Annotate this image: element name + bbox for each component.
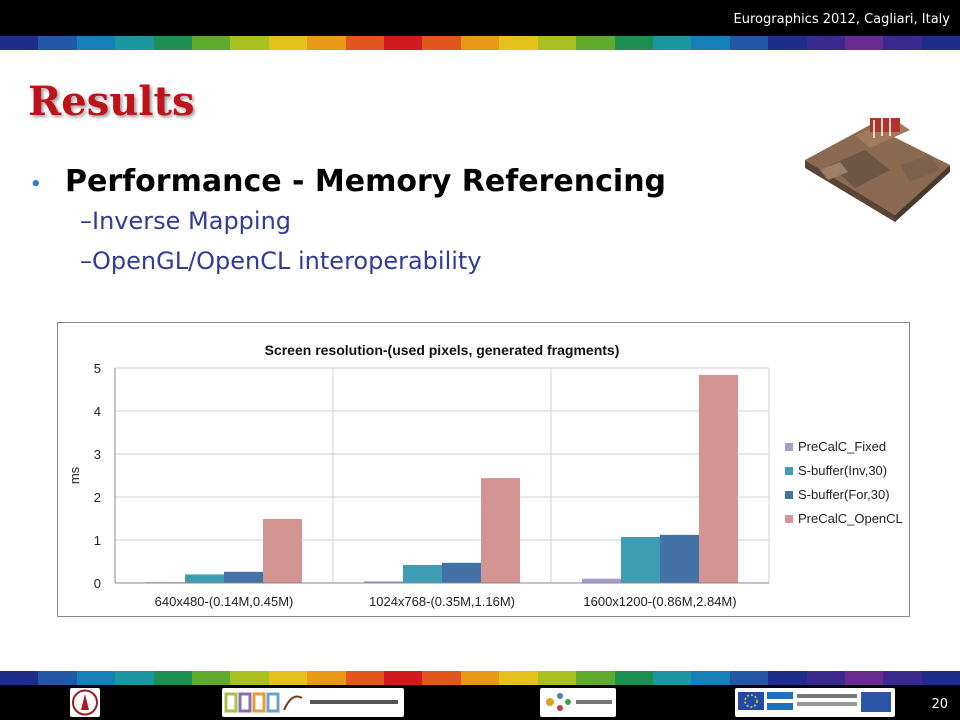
stripe-segment [844,671,884,685]
stripe-segment [307,36,346,50]
stripe-segment [384,671,423,685]
stripe-segment [806,36,845,50]
legend-label: S-buffer(For,30) [798,487,890,502]
stripe-segment [38,671,77,685]
y-tick-label: 5 [94,361,101,376]
y-tick-label: 4 [94,404,101,419]
stripe-segment [844,36,884,50]
stripe-segment [422,671,461,685]
footer-bar: 20 [0,685,960,720]
y-axis-label: ms [67,466,82,484]
stripe-segment [345,671,385,685]
stripe-segment [115,671,154,685]
stripe-segment [537,36,577,50]
stripe-segment [652,671,692,685]
bar [699,374,738,583]
stripe-segment [230,671,269,685]
network-logo [540,688,616,717]
stripe-segment [652,36,692,50]
bar [224,571,263,583]
stripe-segment [576,671,615,685]
stripe-segment [768,36,807,50]
legend-label: S-buffer(Inv,30) [798,463,887,478]
stripe-segment [230,36,269,50]
y-tick-label: 2 [94,490,101,505]
bullet-dot-icon: • [30,174,42,195]
bar [481,478,520,583]
bar [442,562,481,583]
stripe-segment [268,671,308,685]
stripe-segment [883,671,922,685]
x-tick-label: 640x480-(0.14M,0.45M) [155,594,294,609]
stripe-segment [345,36,385,50]
y-tick-label: 0 [94,576,101,591]
stripe-segment [76,36,116,50]
legend-label: PreCalC_Fixed [798,439,886,454]
scene-thumbnail-image [805,118,950,222]
stripe-segment [0,671,39,685]
bar [263,518,302,583]
bar [660,534,699,583]
x-tick-label: 1600x1200-(0.86M,2.84M) [583,594,736,609]
stripe-segment [384,36,423,50]
y-tick-label: 1 [94,533,101,548]
stripe-segment [806,671,845,685]
stripe-segment [422,36,461,50]
legend-swatch [785,467,793,475]
chart-title: Screen resolution-(used pixels, generate… [265,342,620,358]
stripe-segment [921,671,960,685]
page-number: 20 [931,697,948,712]
stripe-segment [729,36,769,50]
bar [185,574,224,583]
stripe-segment [268,36,308,50]
cgrg-logo [222,688,404,717]
stripe-segment [729,671,769,685]
sub-item-inverse-mapping: –Inverse Mapping [80,207,292,235]
stripe-segment [0,36,39,50]
stripe-segment [76,671,116,685]
x-tick-label: 1024x768-(0.35M,1.16M) [369,594,515,609]
stripe-segment [883,36,922,50]
stripe-segment [691,36,730,50]
stripe-segment [115,36,154,50]
stripe-segment [38,36,77,50]
bullet-text: Performance - Memory Referencing [65,164,667,199]
stripe-segment [192,671,231,685]
top-bar: Eurographics 2012, Cagliari, Italy [0,0,960,36]
stripe-segment [921,36,960,50]
y-tick-label: 3 [94,447,101,462]
conference-label: Eurographics 2012, Cagliari, Italy [733,12,950,27]
bar [621,536,660,583]
stripe-segment [768,671,807,685]
slide-title: Results [28,78,195,125]
stripe-segment [614,36,653,50]
chart-frame: Screen resolution-(used pixels, generate… [57,322,910,617]
stripe-segment [499,671,538,685]
stripe-segment [614,671,653,685]
stripe-segment [460,36,500,50]
eu-nsrf-logo [735,688,895,717]
color-stripe-bottom [0,671,960,685]
stripe-segment [153,671,193,685]
bar [582,578,621,583]
stripe-segment [307,671,346,685]
stripe-segment [576,36,615,50]
sub-item-interoperability: –OpenGL/OpenCL interoperability [80,247,482,275]
stripe-segment [192,36,231,50]
stripe-segment [460,671,500,685]
color-stripe-top [0,36,960,50]
stripe-segment [153,36,193,50]
legend-swatch [785,443,793,451]
stripe-segment [537,671,577,685]
legend-label: PreCalC_OpenCL [798,511,903,526]
stripe-segment [691,671,730,685]
bar [364,581,403,583]
legend-swatch [785,515,793,523]
stripe-segment [499,36,538,50]
university-seal-icon [70,688,100,717]
legend-swatch [785,491,793,499]
bar [403,564,442,583]
bar-chart: Screen resolution-(used pixels, generate… [67,342,903,609]
